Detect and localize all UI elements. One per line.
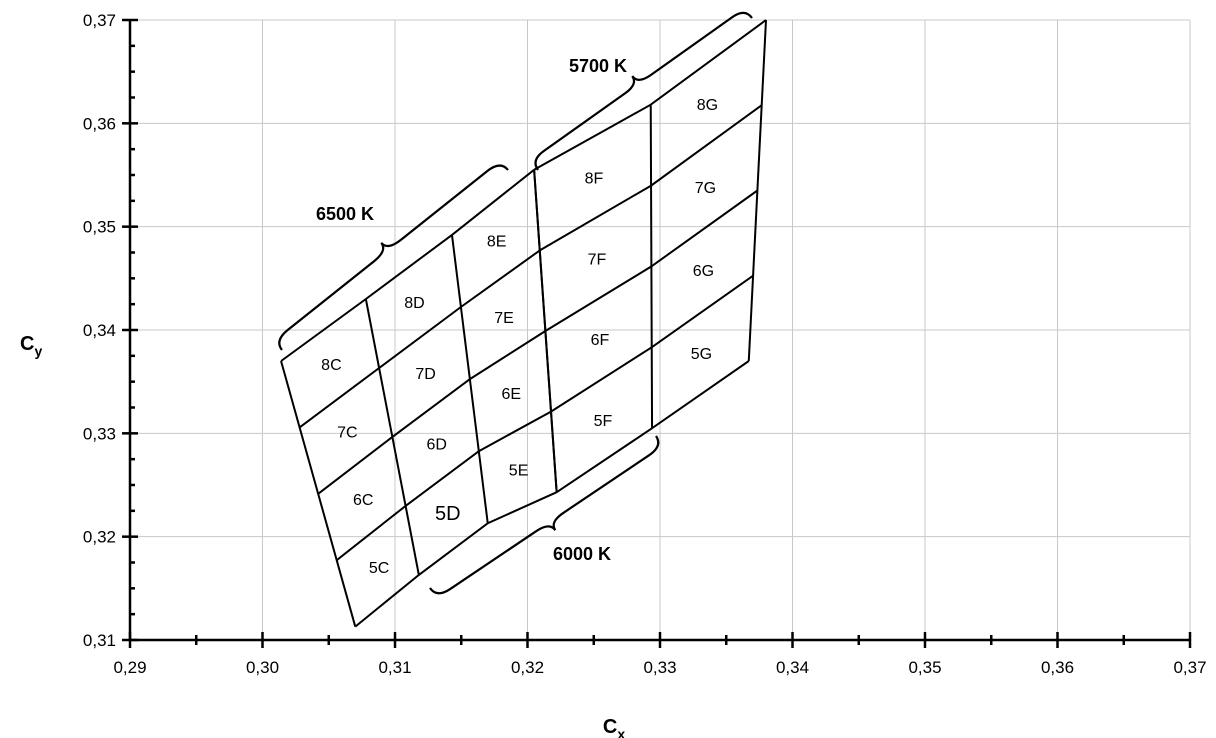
bin-label-5d: 5D	[435, 503, 461, 525]
bin-label-6c: 6C	[353, 492, 373, 509]
bin-label-6f: 6F	[591, 332, 610, 349]
x-tick-label: 0,33	[643, 658, 676, 677]
bin-label-7f: 7F	[588, 251, 607, 268]
brace-6000k	[429, 435, 660, 595]
bin-label-6g: 6G	[693, 263, 714, 280]
x-tick-label: 0,34	[776, 658, 809, 677]
cct-braces	[278, 11, 753, 595]
axes	[122, 18, 1192, 648]
bin-boundary-horizontal	[354, 491, 558, 628]
bin-label-5e: 5E	[509, 463, 529, 480]
x-tick-label: 0,32	[511, 658, 544, 677]
brace-5700k	[534, 11, 753, 171]
bin-boundary-horizontal	[299, 249, 541, 429]
bin-boundary-horizontal	[317, 330, 546, 495]
y-tick-label: 0,37	[83, 11, 116, 30]
bin-label-6d: 6D	[426, 436, 446, 453]
x-tick-label: 0,29	[113, 658, 146, 677]
x-tick-label: 0,30	[246, 658, 279, 677]
tick-labels: 0,29 0,30 0,31 0,32 0,33 0,34 0,35 0,36 0,37 0,31…	[83, 11, 1207, 677]
y-tick-label: 0,33	[83, 424, 116, 443]
cct-label-5700k: 5700 K	[569, 56, 627, 76]
bin-label-8f: 8F	[585, 171, 604, 188]
bin-label-5c: 5C	[369, 560, 389, 577]
bin-boundary-vertical	[533, 169, 558, 493]
x-tick-label: 0,36	[1041, 658, 1074, 677]
bin-boundary-horizontal	[544, 189, 758, 332]
bin-boundary-horizontal	[550, 274, 754, 413]
bin-grid	[280, 19, 767, 628]
bin-boundary-horizontal	[533, 19, 767, 171]
y-tick-label: 0,34	[83, 321, 116, 340]
bin-label-6e: 6E	[502, 386, 522, 403]
bin-labels: 8C 7C 6C 5C 8D 7D 6D 5D 8E 7E 6E 5E 8F 7F 6F 5F 8G 7G 6G 5G	[321, 97, 718, 577]
x-tick-label: 0,37	[1173, 658, 1206, 677]
bin-label-7c: 7C	[337, 425, 357, 442]
x-axis-title: Cx	[603, 716, 625, 738]
y-tick-label: 0,32	[83, 528, 116, 547]
bin-boundary-horizontal	[556, 360, 750, 494]
cct-labels: 6500 K 5700 K 6000 K	[316, 56, 627, 564]
y-axis-title: Cy	[20, 333, 42, 359]
bin-boundary-vertical	[280, 360, 357, 627]
x-tick-label: 0,31	[378, 658, 411, 677]
grid	[130, 19, 1191, 640]
brace-6500k	[278, 164, 509, 351]
bin-boundary-horizontal	[336, 410, 552, 561]
y-tick-label: 0,36	[83, 114, 116, 133]
bin-label-8g: 8G	[697, 97, 718, 114]
bin-label-8e: 8E	[487, 234, 507, 251]
y-tick-label: 0,35	[83, 218, 116, 237]
bin-boundary-horizontal	[539, 104, 763, 252]
bin-label-7d: 7D	[415, 366, 435, 383]
bin-label-5f: 5F	[594, 413, 613, 430]
cct-label-6000k: 6000 K	[553, 544, 611, 564]
x-tick-label: 0,35	[908, 658, 941, 677]
bin-label-5g: 5G	[691, 346, 712, 363]
y-tick-label: 0,31	[83, 631, 116, 650]
bin-label-7g: 7G	[695, 180, 716, 197]
bin-boundary-horizontal	[280, 169, 535, 362]
bin-label-7e: 7E	[494, 310, 514, 327]
bin-label-8c: 8C	[321, 357, 341, 374]
cct-label-6500k: 6500 K	[316, 204, 374, 224]
bin-label-8d: 8D	[404, 295, 424, 312]
